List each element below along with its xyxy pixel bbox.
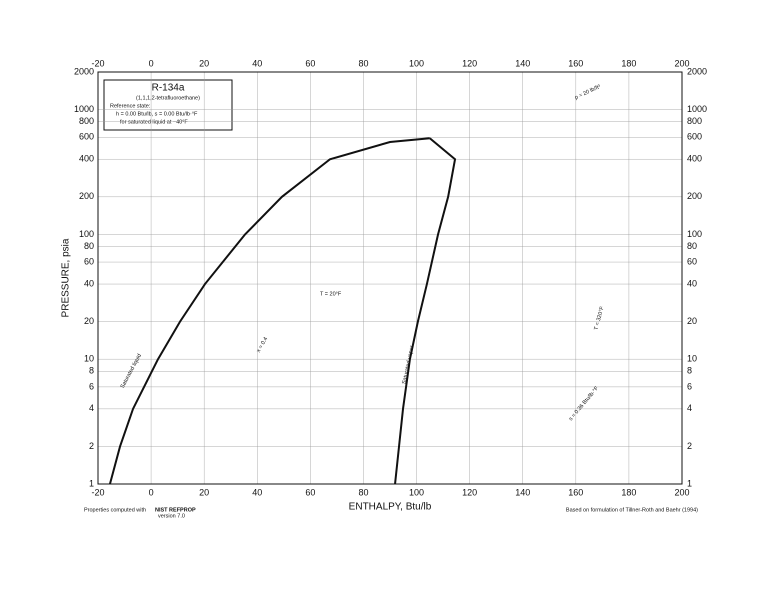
x-tick-label: -20 xyxy=(91,487,104,497)
x-tick-label: 60 xyxy=(305,487,315,497)
y-tick-label: 200 xyxy=(79,191,94,201)
curve-label: Saturated vapor xyxy=(402,345,416,385)
y-tick-label-right: 200 xyxy=(687,191,702,201)
y-tick-label: 800 xyxy=(79,116,94,126)
y-tick-label: 10 xyxy=(84,354,94,364)
y-tick-label: 600 xyxy=(79,132,94,142)
y-tick-label: 2 xyxy=(89,441,94,451)
annotation: x = 0.4 xyxy=(256,336,270,353)
x-tick-label-top: 180 xyxy=(621,58,636,68)
y-tick-label: 2000 xyxy=(74,66,94,76)
x-tick-label: 20 xyxy=(199,487,209,497)
reference-line: for saturated liquid at −40°F xyxy=(120,119,188,125)
y-tick-label: 400 xyxy=(79,154,94,164)
saturation-curve xyxy=(108,137,430,485)
x-tick-label-top: 80 xyxy=(358,58,368,68)
y-tick-label-right: 1000 xyxy=(687,104,707,114)
y-tick-label-right: 10 xyxy=(687,354,697,364)
y-tick-label-right: 400 xyxy=(687,154,702,164)
footer: Properties computed with xyxy=(84,507,146,513)
y-tick-label-right: 8 xyxy=(687,366,692,376)
chart-title: R-134a xyxy=(152,83,185,94)
y-tick-label-right: 4 xyxy=(687,403,692,413)
y-tick-label: 4 xyxy=(89,403,94,413)
y-tick-label: 80 xyxy=(84,241,94,251)
x-tick-label-top: 120 xyxy=(462,58,477,68)
y-tick-label: 20 xyxy=(84,316,94,326)
plot-frame xyxy=(97,71,683,485)
y-tick-label: 60 xyxy=(84,256,94,266)
y-tick-label-right: 40 xyxy=(687,278,697,288)
y-tick-label: 1000 xyxy=(74,104,94,114)
y-tick-label: 40 xyxy=(84,278,94,288)
annotation: T = 20°F xyxy=(320,291,342,297)
y-tick-label-right: 2 xyxy=(687,441,692,451)
y-tick-label: 8 xyxy=(89,366,94,376)
y-tick-label: 1 xyxy=(89,478,94,488)
x-tick-label: 0 xyxy=(149,487,154,497)
footer: Based on formulation of Tillner-Roth and… xyxy=(566,507,698,513)
x-tick-label-top: 60 xyxy=(305,58,315,68)
footer: NIST REFPROP xyxy=(155,507,196,513)
x-tick-label-top: 20 xyxy=(199,58,209,68)
y-tick-label-right: 2000 xyxy=(687,66,707,76)
y-tick-label-right: 600 xyxy=(687,132,702,142)
y-tick-label-right: 100 xyxy=(687,229,702,239)
y-tick-label: 6 xyxy=(89,381,94,391)
y-tick-label-right: 20 xyxy=(687,316,697,326)
x-tick-label-top: 0 xyxy=(149,58,154,68)
subtitle: (1,1,1,2-tetrafluoroethane) xyxy=(136,95,200,101)
x-tick-label: 120 xyxy=(462,487,477,497)
y-tick-label-right: 60 xyxy=(687,256,697,266)
x-tick-label-top: -20 xyxy=(91,58,104,68)
x-axis-label: ENTHALPY, Btu/lb xyxy=(349,502,432,513)
x-tick-label: 200 xyxy=(674,487,689,497)
saturation-curve xyxy=(394,137,457,485)
x-tick-label-top: 160 xyxy=(568,58,583,68)
y-tick-label-right: 80 xyxy=(687,241,697,251)
x-tick-label-top: 200 xyxy=(674,58,689,68)
reference-line: Reference state: xyxy=(110,103,151,109)
y-tick-label-right: 1 xyxy=(687,478,692,488)
y-tick-label-right: 800 xyxy=(687,116,702,126)
annotation: s = 0.36 Btu/lb·°F xyxy=(568,385,600,422)
x-tick-label: 80 xyxy=(358,487,368,497)
x-tick-label: 100 xyxy=(409,487,424,497)
x-tick-label-top: 100 xyxy=(409,58,424,68)
reference-line: h = 0.00 Btu/lb, s = 0.00 Btu/lb·°F xyxy=(116,111,198,117)
annotation: ρ = 20 lb/ft³ xyxy=(574,84,602,101)
x-tick-label: 180 xyxy=(621,487,636,497)
x-tick-label: 160 xyxy=(568,487,583,497)
x-tick-label: 40 xyxy=(252,487,262,497)
y-axis-label: PRESSURE, psia xyxy=(61,238,72,317)
y-tick-label-right: 6 xyxy=(687,381,692,391)
y-tick-label: 100 xyxy=(79,229,94,239)
x-tick-label: 140 xyxy=(515,487,530,497)
x-tick-label-top: 40 xyxy=(252,58,262,68)
x-tick-label-top: 140 xyxy=(515,58,530,68)
annotation: T = 320°F xyxy=(594,305,606,331)
footer: version 7.0 xyxy=(158,513,185,519)
